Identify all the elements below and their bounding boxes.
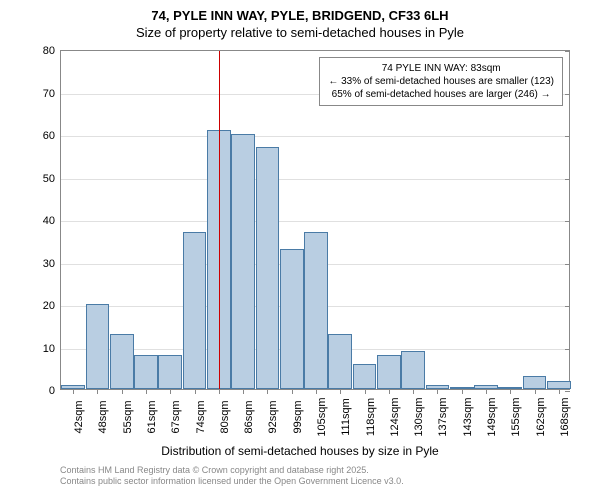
histogram-bar: [231, 134, 255, 389]
y-tick-mark: [565, 306, 570, 307]
y-tick-mark: [565, 51, 570, 52]
histogram-bar: [304, 232, 328, 389]
y-tick-label: 20: [43, 300, 55, 312]
x-tick-label: 80sqm: [219, 400, 231, 433]
y-tick-mark: [565, 391, 570, 392]
plot-area: 0102030405060708042sqm48sqm55sqm61sqm67s…: [60, 50, 570, 390]
x-tick-mark: [535, 389, 536, 394]
x-tick-mark: [292, 389, 293, 394]
histogram-bar: [547, 381, 571, 390]
y-tick-mark: [565, 349, 570, 350]
chart-container: 74, PYLE INN WAY, PYLE, BRIDGEND, CF33 6…: [0, 0, 600, 500]
x-tick-mark: [389, 389, 390, 394]
x-tick-label: 118sqm: [365, 398, 377, 436]
x-tick-label: 168sqm: [559, 397, 571, 436]
y-tick-label: 40: [43, 215, 55, 227]
y-tick-mark: [565, 179, 570, 180]
x-tick-label: 143sqm: [462, 397, 474, 436]
x-tick-label: 99sqm: [292, 400, 304, 433]
x-tick-mark: [365, 389, 366, 394]
annotation-box: 74 PYLE INN WAY: 83sqm← 33% of semi-deta…: [319, 57, 563, 106]
x-tick-label: 74sqm: [195, 400, 207, 433]
x-tick-label: 67sqm: [170, 400, 182, 433]
y-tick-label: 50: [43, 173, 55, 185]
histogram-bar: [328, 334, 352, 389]
x-tick-label: 61sqm: [146, 400, 158, 433]
y-tick-mark: [565, 94, 570, 95]
histogram-bar: [110, 334, 134, 389]
x-tick-mark: [316, 389, 317, 394]
y-tick-label: 60: [43, 130, 55, 142]
histogram-bar: [280, 249, 304, 389]
annotation-line: 65% of semi-detached houses are larger (…: [328, 88, 554, 101]
x-tick-mark: [437, 389, 438, 394]
x-tick-mark: [195, 389, 196, 394]
x-tick-label: 48sqm: [97, 400, 109, 433]
y-tick-label: 10: [43, 343, 55, 355]
y-tick-mark: [565, 221, 570, 222]
histogram-bar: [256, 147, 280, 389]
x-tick-mark: [413, 389, 414, 394]
x-tick-mark: [510, 389, 511, 394]
x-tick-label: 92sqm: [267, 400, 279, 433]
x-tick-mark: [559, 389, 560, 394]
x-tick-mark: [97, 389, 98, 394]
annotation-line: 74 PYLE INN WAY: 83sqm: [328, 62, 554, 75]
chart-title: 74, PYLE INN WAY, PYLE, BRIDGEND, CF33 6…: [0, 0, 600, 23]
x-tick-label: 42sqm: [73, 400, 85, 433]
x-tick-mark: [462, 389, 463, 394]
y-tick-label: 30: [43, 258, 55, 270]
y-tick-label: 0: [49, 385, 55, 397]
x-tick-label: 155sqm: [510, 397, 522, 436]
histogram-bar: [377, 355, 401, 389]
x-tick-label: 137sqm: [437, 397, 449, 436]
x-tick-mark: [219, 389, 220, 394]
attribution-line: Contains HM Land Registry data © Crown c…: [60, 465, 404, 477]
x-tick-mark: [170, 389, 171, 394]
x-tick-label: 124sqm: [389, 397, 401, 436]
x-tick-label: 162sqm: [535, 397, 547, 436]
x-tick-mark: [267, 389, 268, 394]
y-tick-label: 70: [43, 88, 55, 100]
gridline: [61, 179, 569, 180]
x-tick-mark: [73, 389, 74, 394]
gridline: [61, 136, 569, 137]
histogram-bar: [86, 304, 110, 389]
histogram-bar: [183, 232, 207, 389]
attribution-text: Contains HM Land Registry data © Crown c…: [60, 465, 404, 488]
x-axis-label: Distribution of semi-detached houses by …: [161, 444, 438, 458]
y-tick-mark: [565, 264, 570, 265]
annotation-line: ← 33% of semi-detached houses are smalle…: [328, 75, 554, 88]
x-tick-label: 105sqm: [316, 397, 328, 436]
x-tick-label: 111sqm: [340, 398, 352, 436]
x-tick-label: 55sqm: [122, 400, 134, 433]
x-tick-mark: [146, 389, 147, 394]
histogram-bar: [353, 364, 377, 390]
histogram-bar: [158, 355, 182, 389]
x-tick-label: 130sqm: [413, 397, 425, 436]
y-tick-label: 80: [43, 45, 55, 57]
histogram-bar: [523, 376, 547, 389]
x-tick-mark: [122, 389, 123, 394]
x-tick-label: 86sqm: [243, 400, 255, 433]
attribution-line: Contains public sector information licen…: [60, 476, 404, 488]
histogram-bar: [134, 355, 158, 389]
reference-line: [219, 51, 221, 389]
chart-subtitle: Size of property relative to semi-detach…: [0, 23, 600, 40]
x-tick-mark: [340, 389, 341, 394]
histogram-bar: [401, 351, 425, 389]
x-tick-mark: [486, 389, 487, 394]
y-tick-mark: [565, 136, 570, 137]
x-tick-label: 149sqm: [486, 397, 498, 436]
gridline: [61, 221, 569, 222]
x-tick-mark: [243, 389, 244, 394]
